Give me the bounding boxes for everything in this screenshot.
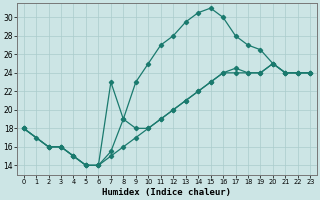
X-axis label: Humidex (Indice chaleur): Humidex (Indice chaleur) [102,188,231,197]
